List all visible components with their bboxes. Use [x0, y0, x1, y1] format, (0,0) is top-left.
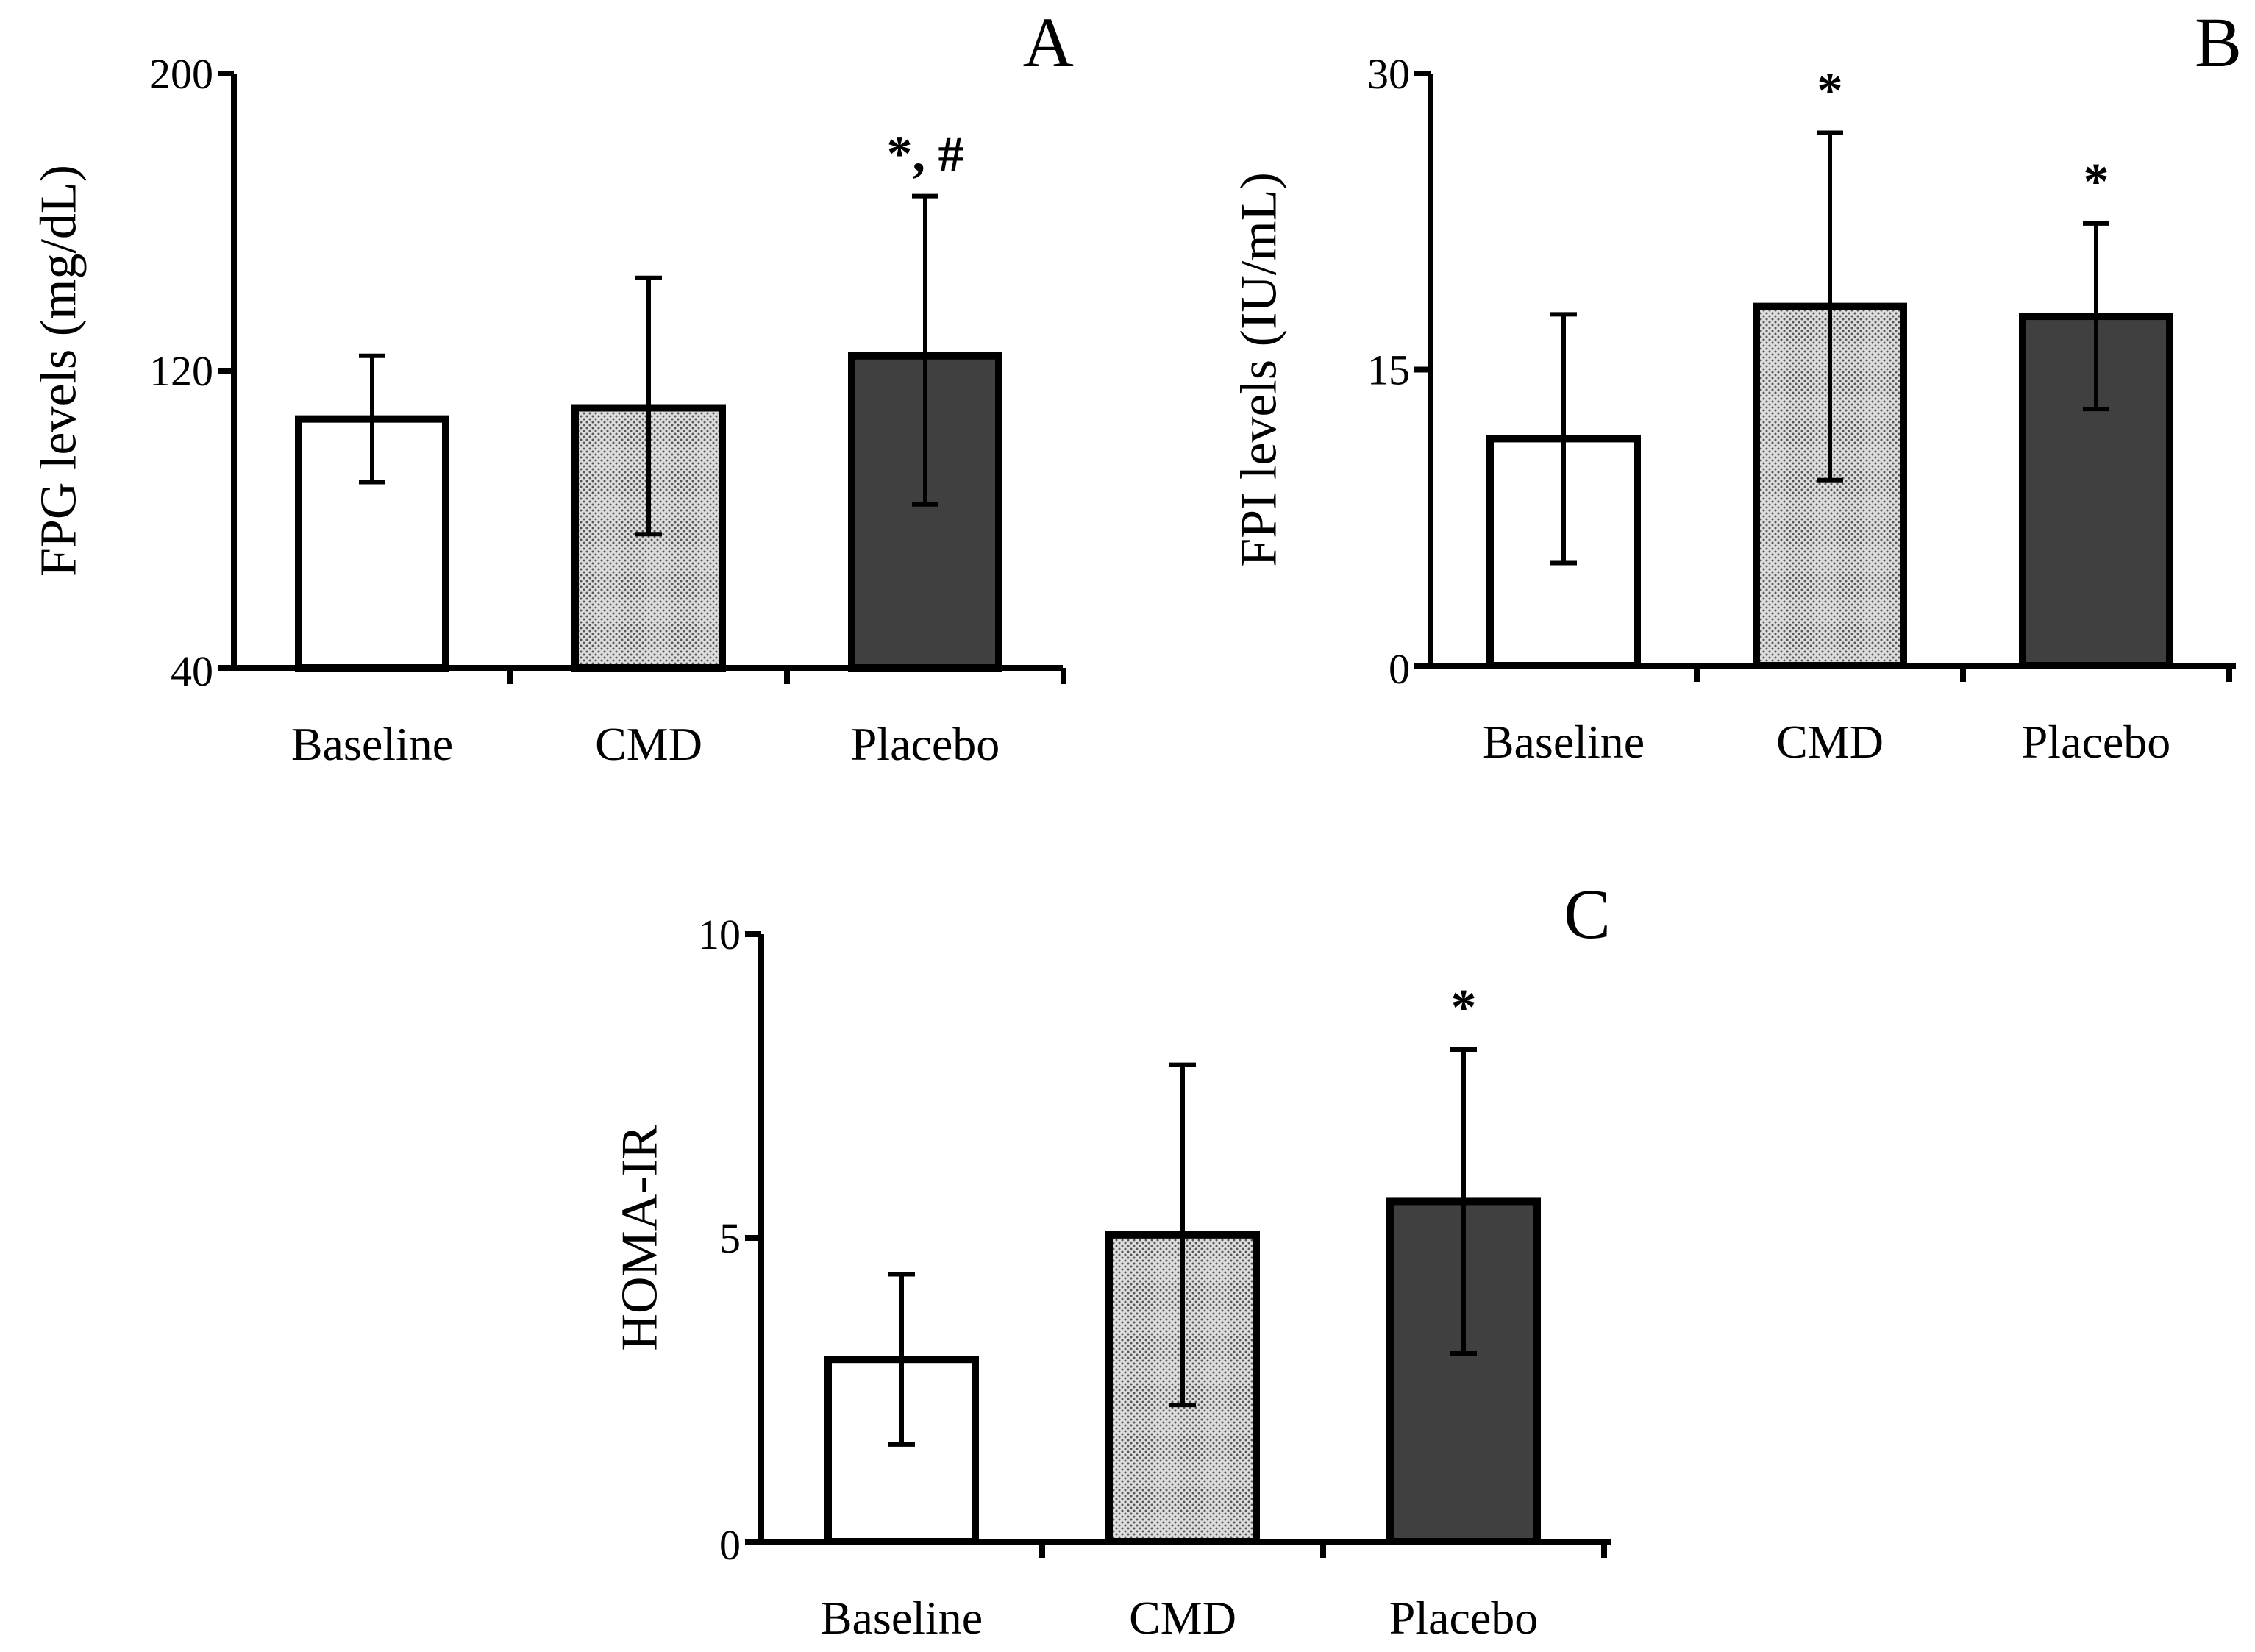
- y-tick-label: 10: [698, 911, 741, 958]
- panel-label: A: [1023, 3, 1074, 82]
- panel-label: C: [1564, 875, 1611, 953]
- x-category-label: Placebo: [1389, 1592, 1539, 1644]
- bar-placebo: [848, 352, 1002, 672]
- y-tick-label: 200: [149, 50, 213, 98]
- chart-panel-b: 0 15 30 Baseline * CMD * Placebo FPI levels (IU/…: [1231, 3, 2242, 768]
- significance-mark: *: [1451, 980, 1477, 1036]
- x-category-label: CMD: [595, 718, 702, 770]
- x-category-label: Baseline: [291, 718, 453, 770]
- x-category-label: Placebo: [2022, 716, 2171, 768]
- y-tick-label: 15: [1367, 346, 1410, 394]
- y-tick-label: 30: [1367, 50, 1410, 98]
- y-axis-title: FPG levels (mg/dL): [31, 165, 88, 577]
- y-axis-title: HOMA-IR: [612, 1125, 669, 1351]
- y-tick-label: 5: [719, 1214, 741, 1262]
- y-tick-label: 0: [1389, 645, 1410, 693]
- chart-panel-c: 0 5 10 Baseline CMD * Placebo HOMA-IR C: [612, 875, 1611, 1644]
- x-category-label: Baseline: [1483, 716, 1645, 768]
- y-tick-label: 40: [171, 647, 213, 695]
- x-category-label: Placebo: [851, 718, 1000, 770]
- significance-mark: *: [2084, 154, 2109, 210]
- x-category-label: Baseline: [821, 1592, 983, 1644]
- x-category-label: CMD: [1129, 1592, 1236, 1644]
- significance-mark: *: [1817, 63, 1843, 120]
- chart-panel-a: 40 120 200 Baseline CMD *, # Placebo FPG levels…: [31, 3, 1075, 770]
- y-tick-label: 120: [149, 347, 213, 395]
- panel-label: B: [2195, 3, 2242, 82]
- y-tick-label: 0: [719, 1521, 741, 1569]
- x-category-label: CMD: [1776, 716, 1884, 768]
- y-axis-title: FPI levels (IU/mL): [1231, 172, 1288, 567]
- significance-mark: *, #: [887, 127, 964, 183]
